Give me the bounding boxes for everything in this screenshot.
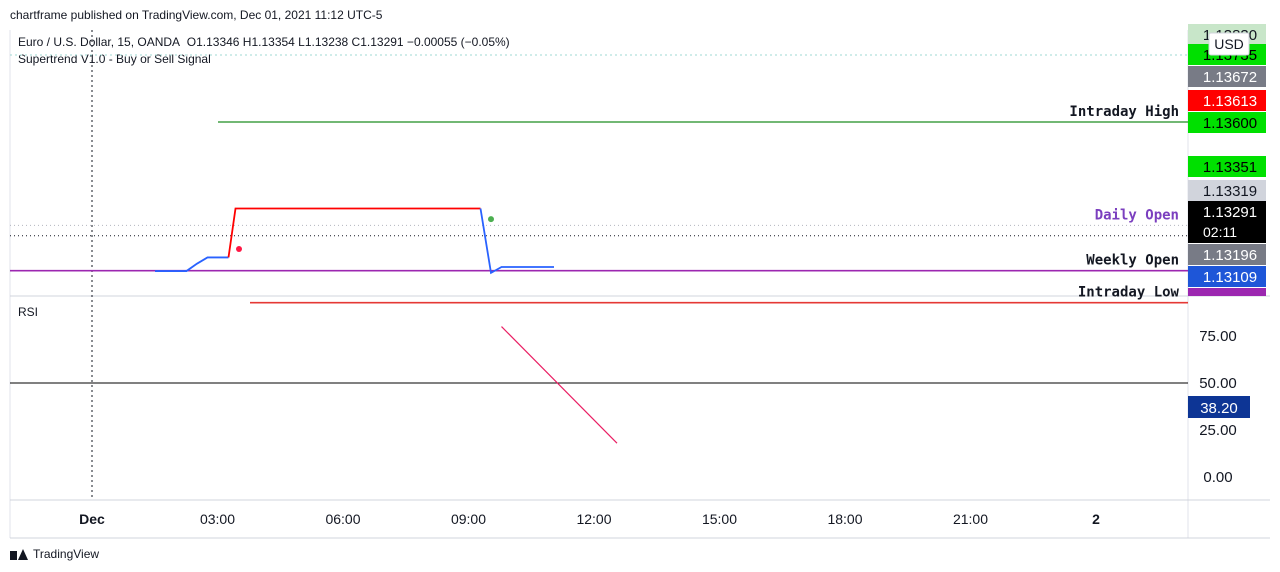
price-badge-text: 1.13600 [1203, 115, 1257, 132]
price-badge-text: 1.13196 [1203, 247, 1257, 264]
price-badge: 1.13351 [1188, 156, 1266, 177]
price-badge-bg [1188, 201, 1266, 243]
price-badge: 1.13109 [1188, 266, 1266, 287]
x-tick-label: 15:00 [702, 511, 737, 527]
price-badge-bg [1188, 244, 1266, 265]
price-badge-bg [1188, 266, 1266, 287]
rsi-tick-label: 0.00 [1203, 469, 1232, 486]
chart-frame [9, 30, 1270, 539]
ohlc-values: O1.13346 H1.13354 L1.13238 C1.13291 −0.0… [186, 35, 510, 49]
rsi-trend-line [501, 326, 618, 444]
price-badge-text: 1.13291 [1203, 204, 1257, 221]
x-tick-label: 2 [1092, 511, 1100, 527]
x-tick-label: 03:00 [200, 511, 235, 527]
price-badge: 1.13613 [1188, 90, 1266, 111]
price-badge: 1.13291 02:11 [1188, 201, 1266, 243]
price-badge-bg [1188, 156, 1266, 177]
buy-signal-dot [488, 216, 494, 223]
x-tick-label: 12:00 [576, 511, 611, 527]
rsi-badge-bg [1188, 396, 1250, 418]
price-badge: 1.13672 [1188, 66, 1266, 87]
x-tick-label: Dec [79, 511, 105, 527]
currency-text: USD [1214, 36, 1244, 52]
price-badge: 1.13196 [1188, 244, 1266, 265]
rsi-current-badge: 38.20 [1188, 396, 1250, 418]
tradingview-logo-icon [10, 548, 28, 560]
symbol-name: Euro / U.S. Dollar, 15, OANDA [18, 35, 180, 49]
price-badge [1188, 288, 1266, 296]
supertrend-blue-line [155, 256, 229, 272]
intraday-high-label: Intraday High [1069, 104, 1179, 120]
price-badge-text: 1.13672 [1203, 69, 1257, 86]
weekly-open-label: Weekly Open [1086, 253, 1179, 269]
rsi-badge-text: 38.20 [1200, 400, 1238, 417]
x-tick-label: 06:00 [325, 511, 360, 527]
price-badge-bg [1188, 90, 1266, 111]
rsi-tick-label: 25.00 [1199, 422, 1237, 439]
rsi-tick-label: 75.00 [1199, 328, 1237, 345]
footer-brand-text: TradingView [33, 547, 100, 561]
price-badge: 1.13600 [1188, 112, 1266, 133]
daily-open-label: Daily Open [1095, 207, 1179, 223]
price-badge-bg [1188, 112, 1266, 133]
countdown-text: 02:11 [1203, 224, 1237, 240]
x-tick-label: 21:00 [953, 511, 988, 527]
rsi-tick-label: 50.00 [1199, 375, 1237, 392]
footer-brand[interactable]: TradingView [10, 547, 99, 561]
rsi-legend[interactable]: RSI [18, 305, 39, 319]
symbol-legend[interactable]: Euro / U.S. Dollar, 15, OANDA O1.13346 H… [18, 35, 510, 49]
price-badge-bg [1188, 66, 1266, 87]
price-badge-bg [1188, 180, 1266, 201]
chart-canvas[interactable]: Intraday High Daily Open Weekly Open Intrad… [0, 0, 1280, 540]
supertrend-blue-line [479, 208, 554, 275]
sell-signal-dot [236, 245, 242, 252]
price-badge-text: 1.13351 [1203, 159, 1257, 176]
currency-label[interactable]: USD [1208, 32, 1250, 56]
x-tick-label: 18:00 [827, 511, 862, 527]
price-badge: 1.13319 [1188, 180, 1266, 201]
x-tick-label: 09:00 [451, 511, 486, 527]
publish-header: chartframe published on TradingView.com,… [10, 8, 383, 22]
price-badge-text: 1.13613 [1203, 93, 1257, 110]
supertrend-red-line [227, 207, 481, 258]
intraday-low-label: Intraday Low [1078, 285, 1180, 301]
price-badge-bg [1188, 288, 1266, 296]
price-badge-text: 1.13319 [1203, 183, 1257, 200]
price-badge-text: 1.13109 [1203, 269, 1257, 286]
